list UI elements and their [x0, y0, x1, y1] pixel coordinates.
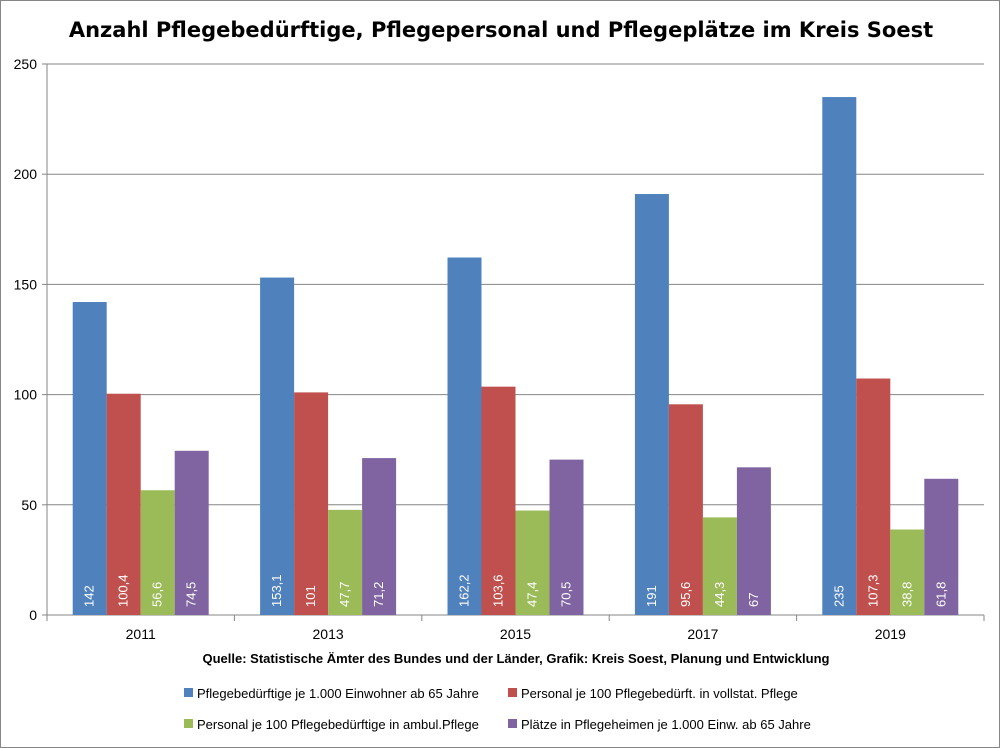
data-label: 235	[831, 585, 846, 607]
data-label: 56,6	[150, 582, 165, 607]
legend-label: Personal je 100 Pflegebedürftige in ambu…	[197, 717, 479, 732]
data-label: 95,6	[678, 582, 693, 607]
data-label: 100,4	[116, 574, 131, 607]
bar	[294, 392, 329, 615]
bar	[668, 404, 703, 615]
bar	[549, 459, 584, 615]
data-label: 44,3	[712, 582, 727, 607]
y-tick-label: 100	[14, 387, 38, 403]
x-tick-label: 2011	[126, 626, 156, 642]
legend: Pflegebedürftige je 1.000 Einwohner ab 6…	[184, 686, 811, 732]
data-label: 101	[303, 585, 318, 607]
bar	[856, 378, 891, 615]
data-label: 38,8	[899, 582, 914, 607]
bar	[822, 97, 857, 615]
legend-label: Plätze in Pflegeheimen je 1.000 Einw. ab…	[521, 717, 811, 732]
chart-source: Quelle: Statistische Ämter des Bundes un…	[202, 651, 829, 666]
bar	[515, 510, 550, 615]
bar	[736, 467, 771, 615]
x-tick-label: 2017	[687, 626, 718, 642]
chart-title: Anzahl Pflegebedürftige, Pflegepersonal …	[69, 18, 933, 42]
bar	[447, 257, 482, 615]
bar	[72, 302, 107, 615]
y-tick-label: 50	[21, 497, 37, 513]
bar	[890, 529, 925, 615]
bar	[362, 458, 397, 615]
bar	[140, 490, 175, 615]
x-tick-label: 2013	[313, 626, 344, 642]
y-tick-label: 250	[14, 56, 38, 72]
bar	[702, 517, 737, 615]
x-tick-label: 2015	[500, 626, 531, 642]
y-tick-label: 150	[14, 276, 38, 292]
data-label: 103,6	[491, 574, 506, 607]
bar	[634, 194, 669, 615]
legend-swatch	[508, 719, 517, 728]
bar	[106, 393, 141, 615]
legend-swatch	[184, 719, 193, 728]
plot-area: 0 50 100 150 200 250 2011 2013 2015 2017 2019 142 15…	[14, 56, 985, 642]
data-label: 153,1	[269, 574, 284, 607]
legend-swatch	[508, 688, 517, 697]
legend-label: Pflegebedürftige je 1.000 Einwohner ab 6…	[197, 686, 479, 701]
bar	[260, 277, 295, 615]
data-label: 74,5	[184, 582, 199, 607]
y-tick-label: 0	[29, 607, 37, 623]
data-label: 47,4	[525, 582, 540, 607]
data-label: 191	[644, 585, 659, 607]
x-tick-label: 2019	[875, 626, 906, 642]
data-label: 142	[82, 585, 97, 607]
data-label: 107,3	[865, 574, 880, 607]
bar	[328, 509, 363, 615]
data-label: 67	[746, 593, 761, 607]
data-label: 47,7	[337, 582, 352, 607]
data-label: 71,2	[371, 582, 386, 607]
y-tick-label: 200	[14, 166, 38, 182]
data-label: 61,8	[933, 582, 948, 607]
bar	[174, 450, 209, 615]
legend-label: Personal je 100 Pflegebedürft. in vollst…	[521, 686, 798, 701]
bar	[481, 386, 516, 615]
data-label: 70,5	[559, 582, 574, 607]
bar	[924, 478, 959, 615]
data-label: 162,2	[457, 574, 472, 607]
legend-swatch	[184, 688, 193, 697]
